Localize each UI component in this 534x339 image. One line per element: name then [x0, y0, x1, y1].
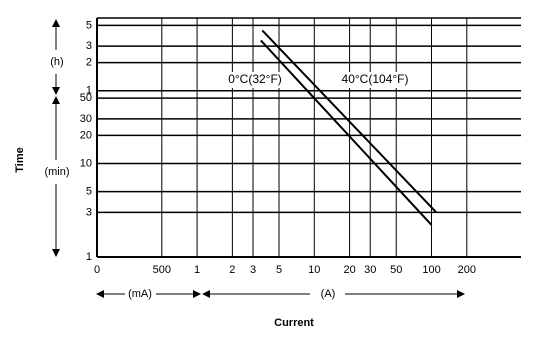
y-unit-label: (h)	[50, 56, 63, 68]
y-tick-label: 10	[80, 157, 92, 169]
x-unit-label: (mA)	[128, 288, 152, 300]
y-tick-label: 20	[80, 129, 92, 141]
y-axis-title: Time	[14, 147, 26, 172]
x-tick-label: 5	[276, 264, 282, 276]
x-unit-label: (A)	[321, 288, 336, 300]
label-bg	[341, 72, 409, 88]
y-tick-label: 5	[86, 19, 92, 31]
y-tick-label: 2	[86, 57, 92, 69]
x-axis-title: Current	[274, 317, 314, 329]
y-tick-label: 3	[86, 206, 92, 218]
label-bg	[221, 72, 289, 88]
x-tick-label: 500	[153, 264, 171, 276]
x-tick-label: 100	[422, 264, 440, 276]
x-tick-label: 10	[308, 264, 320, 276]
y-tick-label: 1	[86, 251, 92, 263]
x-tick-label: 0	[94, 264, 100, 276]
y-tick-label: 50	[80, 92, 92, 104]
x-tick-label: 200	[458, 264, 476, 276]
x-tick-label: 3	[250, 264, 256, 276]
y-tick-label: 1	[86, 85, 92, 97]
series-line	[261, 29, 438, 214]
x-tick-label: 20	[343, 264, 355, 276]
x-tick-label: 50	[390, 264, 402, 276]
y-unit-label: (min)	[44, 166, 69, 178]
series-line	[260, 39, 433, 226]
x-tick-label: 2	[229, 264, 235, 276]
x-tick-label: 30	[364, 264, 376, 276]
series-label: 40°C(104°F)	[342, 72, 409, 86]
y-tick-label: 5	[86, 186, 92, 198]
x-tick-label: 1	[194, 264, 200, 276]
y-tick-label: 30	[80, 113, 92, 125]
series-label: 0°C(32°F)	[228, 72, 282, 86]
y-tick-label: 3	[86, 40, 92, 52]
